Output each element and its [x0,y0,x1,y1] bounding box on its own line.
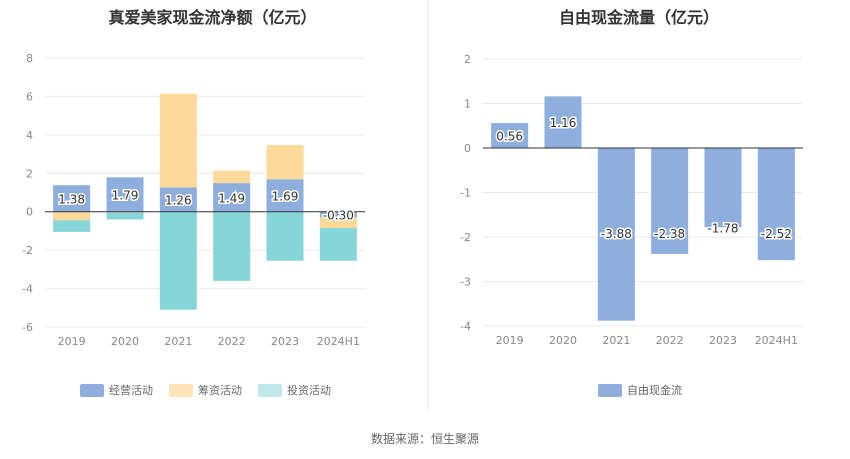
y-tick-label: 0 [464,142,471,155]
legend-investing[interactable]: 投资活动 [258,382,331,398]
legend-operating[interactable]: 经营活动 [80,382,153,398]
x-tick-label: 2020 [549,334,577,347]
right-legend: 自由现金流 [598,382,682,398]
x-tick-label: 2021 [602,334,630,347]
data-label: -1.78 [707,222,738,236]
data-source: 数据来源：恒生聚源 [0,430,850,447]
legend-swatch-fcf [598,384,622,397]
data-label: -3.88 [601,227,632,241]
y-tick-label: -3 [460,276,471,289]
bar-fcf [758,148,795,260]
data-label: -2.38 [654,227,685,241]
legend-label-financing: 筹资活动 [198,382,242,398]
x-tick-label: 2019 [496,334,524,347]
y-tick-label: -1 [460,187,471,200]
y-tick-label: 1 [464,98,471,111]
x-tick-label: 2023 [709,334,737,347]
legend-label-operating: 经营活动 [109,382,153,398]
data-label: 0.56 [496,130,523,144]
legend-label-fcf: 自由现金流 [627,382,682,398]
legend-swatch-financing [169,384,193,397]
bar-fcf [705,148,742,227]
legend-label-investing: 投资活动 [287,382,331,398]
legend-swatch-operating [80,384,104,397]
data-label: 1.16 [550,116,577,130]
legend-financing[interactable]: 筹资活动 [169,382,242,398]
data-label: -2.52 [761,227,792,241]
left-legend: 经营活动 筹资活动 投资活动 [80,382,331,398]
x-tick-label: 2022 [656,334,684,347]
legend-fcf[interactable]: 自由现金流 [598,382,682,398]
free-cash-flow-chart: -4 -3 -2 -1 0 1 2 2019 2020 2021 2022 2023 2024H1 0.5… [0,0,850,370]
y-tick-label: -4 [460,320,471,333]
x-tick-label: 2024H1 [755,334,798,347]
legend-swatch-investing [258,384,282,397]
y-tick-label: 2 [464,53,471,66]
y-tick-label: -2 [460,231,471,244]
